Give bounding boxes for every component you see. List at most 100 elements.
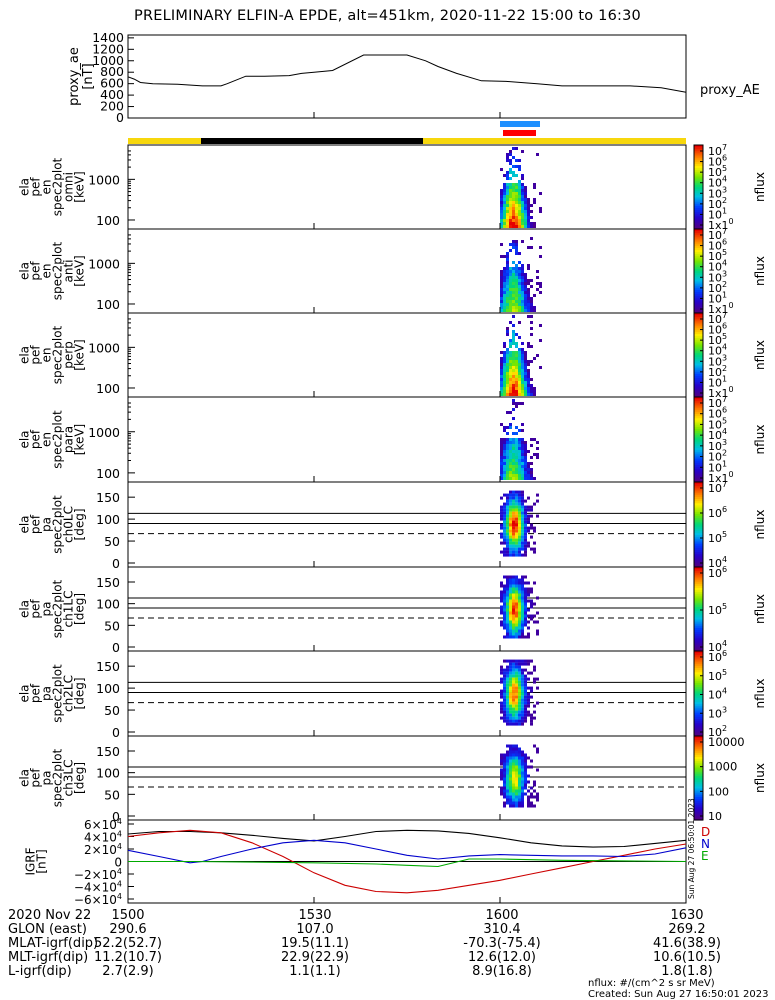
colorbar-segment [694,475,703,479]
spectrogram-pixel [512,441,515,444]
spectrogram-pixel [512,156,515,159]
pitch-angle-pixel [524,756,527,760]
spectrogram-pixel [527,198,530,201]
spectrogram-pixel [518,279,521,282]
spectrogram-pixel [515,285,518,288]
pitch-angle-pixel [512,587,515,591]
spectrogram-pixel [524,462,527,465]
pitch-angle-pixel [518,783,521,787]
pitch-angle-pixel [509,765,512,769]
pa-ytick-label: 0 [112,556,120,571]
pitch-angle-pixel [515,719,518,723]
pitch-angle-pixel [515,632,518,636]
colorbar-segment [694,184,703,188]
spectrogram-pixel [524,453,527,456]
colorbar-segment [694,552,703,555]
spectrogram-pixel [509,447,512,450]
spectrogram-pixel [518,321,521,324]
spectrogram-pixel [515,447,518,450]
spectrogram-pixel [515,333,518,336]
creation-stamp-rotated: Sun Aug 27 06:50:01 2023 [687,798,696,899]
colorbar-segment [694,348,703,352]
pitch-angle-pixel [527,541,530,545]
spectrogram-pixel [509,303,512,306]
colorbar-segment [694,674,703,678]
spectrogram-pixel [515,282,518,285]
spectrogram-pixel [533,186,536,189]
colorbar-segment [694,157,703,161]
colorbar-segment [694,623,703,627]
colorbar-segment [694,420,703,424]
spectrogram-pixel [512,219,515,222]
spectrogram-pixel [530,222,533,225]
spectrogram-pixel [524,192,527,195]
colorbar-tick-label: 106 [708,565,727,580]
pitch-angle-pixel [521,635,524,639]
spectrogram-pixel [530,327,533,330]
pitch-angle-pixel [509,617,512,621]
pitch-angle-pixel [512,541,515,545]
spectrogram-pixel [509,150,512,153]
pitch-angle-pixel [524,541,527,545]
spectrogram-pixel [509,390,512,393]
spectrogram-pixel [500,462,503,465]
colorbar-tick-exponent: 4 [722,555,727,564]
pitch-angle-pixel [536,747,539,751]
pitch-angle-pixel [521,722,524,726]
colorbar-segment [694,550,703,553]
colorbar-segment [694,632,703,635]
spectrogram-pixel [527,246,530,249]
colorbar-segment [694,465,703,468]
spectrogram-pixel [503,225,506,228]
pitch-angle-ylabel-0: elapefpaspec2plotch0LC[deg] [18,495,87,554]
ylabel-line: pa [40,771,54,786]
status-bar-black [201,138,423,144]
pitch-angle-pixel [503,590,506,594]
pitch-angle-pixel [515,590,518,594]
pitch-angle-pixel [521,692,524,696]
pitch-angle-pixel [527,695,530,699]
spectrogram-pixel [521,207,524,210]
colorbar-segment [694,657,703,661]
spectrogram-pixel [515,249,518,252]
plot-title: PRELIMINARY ELFIN-A EPDE, alt=451km, 202… [134,8,641,24]
pitch-angle-pixel [527,626,530,630]
pitch-angle-pixel [512,771,515,775]
spectrogram-pixel [527,219,530,222]
spectrogram-pixel [518,300,521,303]
pitch-angle-pixel [509,599,512,603]
spectrogram-pixel [509,267,512,270]
spectrogram-pixel [518,216,521,219]
spectrogram-pixel [509,198,512,201]
colorbar-segment [694,473,703,477]
colorbar-tick-exponent: 3 [722,269,727,278]
spectrogram-pixel [524,225,527,228]
spectrogram-pixel [509,276,512,279]
pitch-angle-pixel [515,517,518,521]
pitch-angle-pixel [503,550,506,554]
spectrogram-data-0 [500,147,542,228]
pitch-angle-pixel [527,517,530,521]
colorbar-segment [694,344,703,348]
pitch-angle-pixel [506,511,509,515]
pitch-angle-pixel [515,780,518,784]
pitch-angle-pixel [536,596,539,600]
spectrogram-pixel [515,477,518,480]
colorbar-segment [694,585,703,589]
spectrogram-pixel [539,291,542,294]
pitch-angle-pixel [521,698,524,702]
spectrogram-pixel [503,210,506,213]
pitch-angle-pixel [503,789,506,793]
pitch-angle-pixel [518,578,521,582]
pitch-angle-pixel [527,662,530,666]
spec-ytick-label: 100 [96,213,120,228]
pitch-angle-pixel [503,608,506,612]
pitch-angle-pixel [512,671,515,675]
pitch-angle-pixel [515,722,518,726]
ae-ytick-label: 400 [100,87,124,102]
pitch-angle-pixel [506,707,509,711]
spectrogram-pixel [512,186,515,189]
spectrogram-pixel [521,471,524,474]
spectrogram-pixel [503,378,506,381]
colorbar-segment [694,522,703,526]
